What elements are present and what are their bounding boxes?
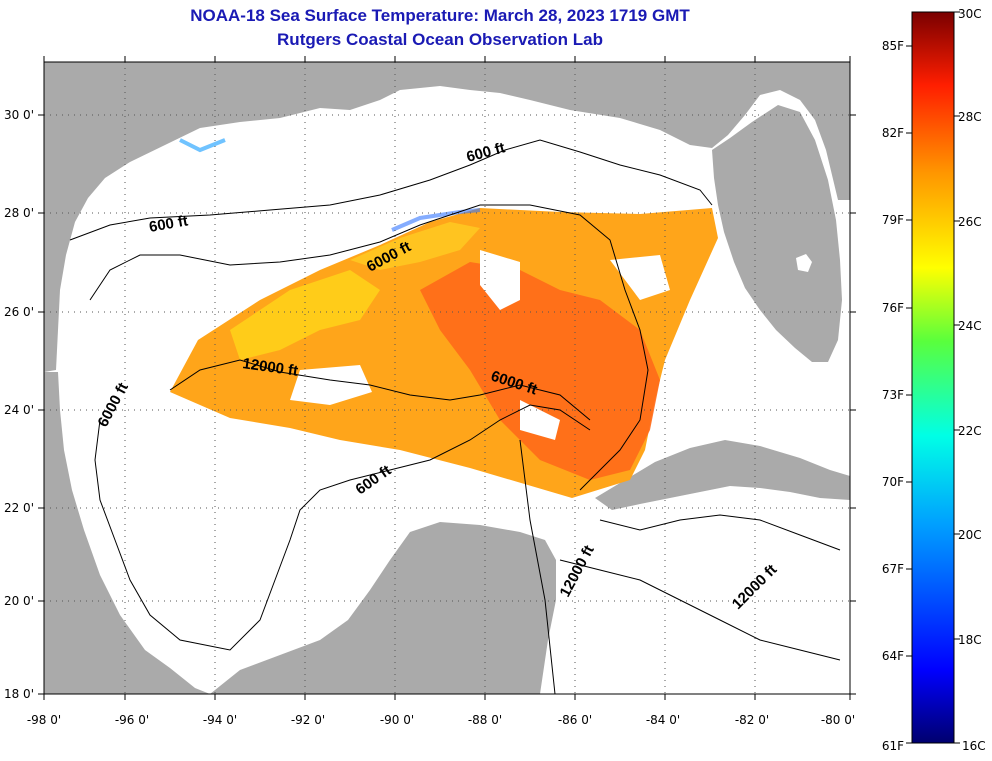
cold-coast <box>179 138 226 153</box>
latitude-axis: 18 0' 20 0' 22 0' 24 0' 26 0' 28 0' 30 0… <box>4 108 856 701</box>
graticule <box>44 62 850 694</box>
colorbar-celsius-label: 16C <box>962 739 986 753</box>
sst-patch-warm <box>420 262 660 480</box>
lat-tick-label: 18 0' <box>4 687 34 701</box>
colorbar-celsius-label: 24C <box>958 319 982 333</box>
lat-tick-label: 26 0' <box>4 305 34 319</box>
colorbar-fahrenheit-label: 73F <box>882 388 904 402</box>
colorbar-celsius-label: 20C <box>958 528 982 542</box>
colorbar-fahrenheit-label: 61F <box>882 739 904 753</box>
map-subtitle: Rutgers Coastal Ocean Observation Lab <box>277 30 603 49</box>
colorbar-fahrenheit-label: 79F <box>882 213 904 227</box>
lon-tick-label: -96 0' <box>115 713 149 727</box>
sst-patch-cool-2 <box>350 222 480 270</box>
plot-frame <box>43 61 851 695</box>
colorbar-celsius-label: 18C <box>958 633 982 647</box>
lon-tick-label: -98 0' <box>27 713 61 727</box>
lat-tick-label: 20 0' <box>4 594 34 608</box>
lon-tick-label: -90 0' <box>380 713 414 727</box>
lon-tick-label: -92 0' <box>291 713 325 727</box>
depth-label-600-ft: 600 ft <box>148 212 190 236</box>
colorbar-celsius-label: 30C <box>958 7 982 21</box>
lat-tick-label: 22 0' <box>4 501 34 515</box>
florida-land <box>712 105 842 362</box>
colorbar-celsius-label: 26C <box>958 215 982 229</box>
colorbar-celsius-label: 22C <box>958 424 982 438</box>
lon-tick-label: -94 0' <box>203 713 237 727</box>
colorbar: 30C 28C 26C 24C 22C 20C 18C 16C 85F 82F … <box>882 7 986 753</box>
lat-tick-label: 30 0' <box>4 108 34 122</box>
lon-tick-label: -84 0' <box>646 713 680 727</box>
lon-tick-label: -88 0' <box>468 713 502 727</box>
cloud-gap <box>290 250 670 440</box>
lon-tick-label: -82 0' <box>735 713 769 727</box>
lat-tick-label: 24 0' <box>4 403 34 417</box>
colorbar-fahrenheit-label: 64F <box>882 649 904 663</box>
yucatan-land <box>210 522 556 694</box>
map-title: NOAA-18 Sea Surface Temperature: March 2… <box>190 6 690 25</box>
colorbar-fahrenheit-label: 76F <box>882 301 904 315</box>
colorbar-fahrenheit-label: 67F <box>882 562 904 576</box>
colorbar-celsius-label: 28C <box>958 110 982 124</box>
lon-tick-label: -86 0' <box>558 713 592 727</box>
cold-edge <box>391 208 481 232</box>
colorbar-fahrenheit-label: 85F <box>882 39 904 53</box>
cuba-land <box>595 440 850 510</box>
colorbar-fahrenheit-label: 82F <box>882 126 904 140</box>
longitude-axis: -98 0' -96 0' -94 0' -92 0' -90 0' -88 0… <box>27 56 855 727</box>
bathymetry-contours <box>69 139 841 694</box>
mexico-land <box>44 372 210 694</box>
colorbar-fahrenheit-label: 70F <box>882 475 904 489</box>
colorbar-gradient <box>911 11 955 744</box>
lat-tick-label: 28 0' <box>4 206 34 220</box>
lon-tick-label: -80 0' <box>821 713 855 727</box>
lake-okeechobee <box>796 254 812 272</box>
